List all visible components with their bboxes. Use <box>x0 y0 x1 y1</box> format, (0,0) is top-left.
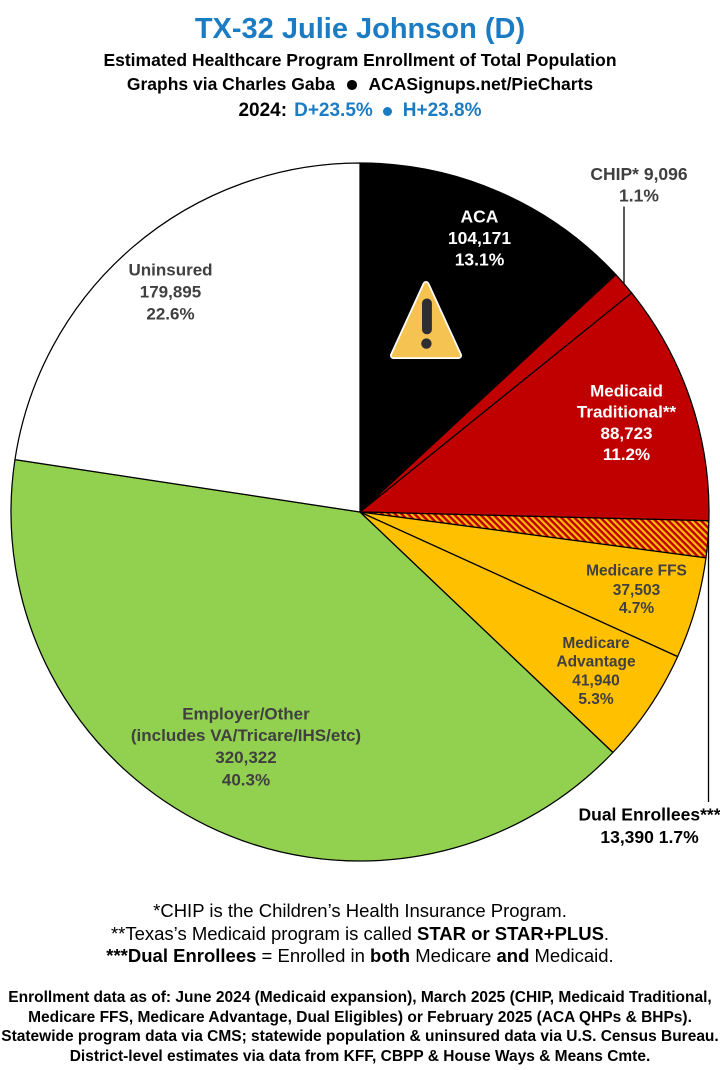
svg-text:40.3%: 40.3% <box>222 771 270 790</box>
svg-text:5.3%: 5.3% <box>578 691 614 708</box>
svg-text:13.1%: 13.1% <box>455 250 505 270</box>
svg-text:Traditional**: Traditional** <box>577 403 677 422</box>
svg-text:Uninsured: Uninsured <box>128 261 212 280</box>
svg-text:41,940: 41,940 <box>572 673 619 690</box>
svg-text:CHIP* 9,096: CHIP* 9,096 <box>590 164 688 184</box>
svg-text:179,895: 179,895 <box>140 283 201 302</box>
svg-text:104,171: 104,171 <box>448 228 512 248</box>
svg-text:37,503: 37,503 <box>613 582 661 599</box>
svg-text:Medicaid: Medicaid <box>590 382 663 401</box>
svg-text:11.2%: 11.2% <box>603 445 650 464</box>
svg-text:4.7%: 4.7% <box>619 600 655 617</box>
svg-text:1.1%: 1.1% <box>619 186 659 206</box>
svg-text:Employer/Other: Employer/Other <box>182 705 310 724</box>
svg-text:88,723: 88,723 <box>601 424 653 443</box>
svg-text:Medicare FFS: Medicare FFS <box>586 563 687 580</box>
svg-text:(includes VA/Tricare/IHS/etc): (includes VA/Tricare/IHS/etc) <box>131 726 361 745</box>
svg-text:Dual Enrollees***: Dual Enrollees*** <box>579 805 720 825</box>
svg-text:ACA: ACA <box>461 207 499 227</box>
svg-text:22.6%: 22.6% <box>146 305 194 324</box>
svg-text:13,390 1.7%: 13,390 1.7% <box>600 827 699 847</box>
svg-text:Advantage: Advantage <box>556 654 636 671</box>
svg-text:320,322: 320,322 <box>215 748 276 767</box>
svg-text:Medicare: Medicare <box>562 635 630 652</box>
